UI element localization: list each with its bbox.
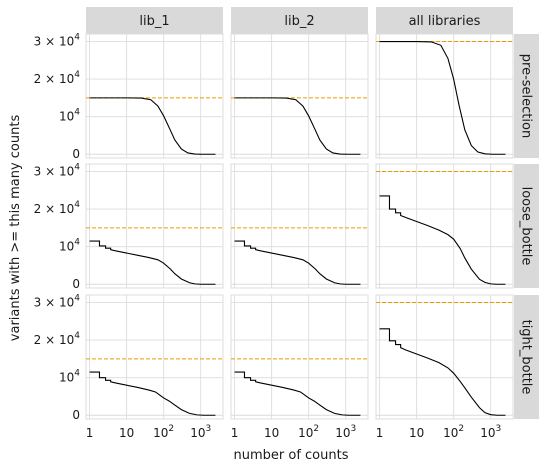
y-tick-label: 0 (72, 408, 80, 422)
row-strip-label: loose_bottle (519, 187, 534, 266)
column-strip-label: lib_2 (284, 14, 314, 29)
column-strip (376, 7, 513, 34)
column-strip-label: all libraries (409, 14, 481, 29)
panel-frame (230, 163, 369, 289)
row-strip (514, 34, 539, 158)
y-tick-label: 104 (59, 369, 80, 385)
facet-panel (230, 163, 369, 289)
x-tick-label: 103 (190, 424, 211, 440)
panel-frame (85, 33, 224, 159)
facet-panel (230, 33, 369, 159)
y-tick-label: 104 (59, 108, 80, 124)
y-tick-label: 3 × 104 (34, 33, 81, 49)
y-tick-label: 2 × 104 (34, 200, 81, 216)
x-tick-label: 1 (86, 426, 94, 440)
x-tick-label: 102 (443, 424, 464, 440)
panel-frame (230, 294, 369, 420)
facet-panel (375, 294, 514, 420)
facet-panel (85, 163, 224, 289)
series-line (379, 195, 506, 285)
y-tick-label: 0 (72, 147, 80, 161)
x-tick-label: 102 (298, 424, 319, 440)
x-tick-label: 10 (119, 426, 134, 440)
row-strip (514, 164, 539, 288)
column-strip-label: lib_1 (139, 14, 169, 29)
x-tick-label: 10 (264, 426, 279, 440)
series-line (89, 240, 216, 285)
x-axis-title: number of counts (234, 448, 349, 463)
y-tick-label: 2 × 104 (34, 331, 81, 347)
series-line (379, 328, 506, 416)
series-line (379, 40, 506, 155)
facet-panel (85, 294, 224, 420)
column-strip (231, 7, 368, 34)
series-line (234, 240, 361, 285)
column-strip (86, 7, 223, 34)
series-line (234, 371, 361, 416)
row-strip-label: pre-selection (519, 54, 534, 138)
y-axis-title: variants with >= this many counts (8, 115, 23, 342)
row-strip (514, 295, 539, 419)
y-tick-label: 104 (59, 238, 80, 254)
facet-panel (375, 33, 514, 159)
x-tick-label: 103 (335, 424, 356, 440)
x-tick-label: 10 (409, 426, 424, 440)
x-tick-label: 1 (231, 426, 239, 440)
panel-frame (375, 33, 514, 159)
facet-grid: lib_1 lib_2 all libraries pre-selection loos… (34, 7, 539, 440)
panel-frame (85, 294, 224, 420)
y-tick-label: 0 (72, 277, 80, 291)
panel-frame (375, 163, 514, 289)
y-tick-label: 3 × 104 (34, 163, 81, 179)
y-tick-label: 3 × 104 (34, 294, 81, 310)
x-tick-label: 102 (153, 424, 174, 440)
facet-panel (85, 33, 224, 159)
x-tick-label: 1 (376, 426, 384, 440)
y-tick-label: 2 × 104 (34, 70, 81, 86)
facet-panel (230, 294, 369, 420)
panel-frame (85, 163, 224, 289)
panel-frame (230, 33, 369, 159)
facet-panel (375, 163, 514, 289)
series-line (89, 371, 216, 416)
series-line (89, 97, 216, 155)
row-strip-label: tight_bottle (519, 320, 534, 395)
series-line (234, 97, 361, 155)
panel-frame (375, 294, 514, 420)
x-tick-label: 103 (480, 424, 501, 440)
